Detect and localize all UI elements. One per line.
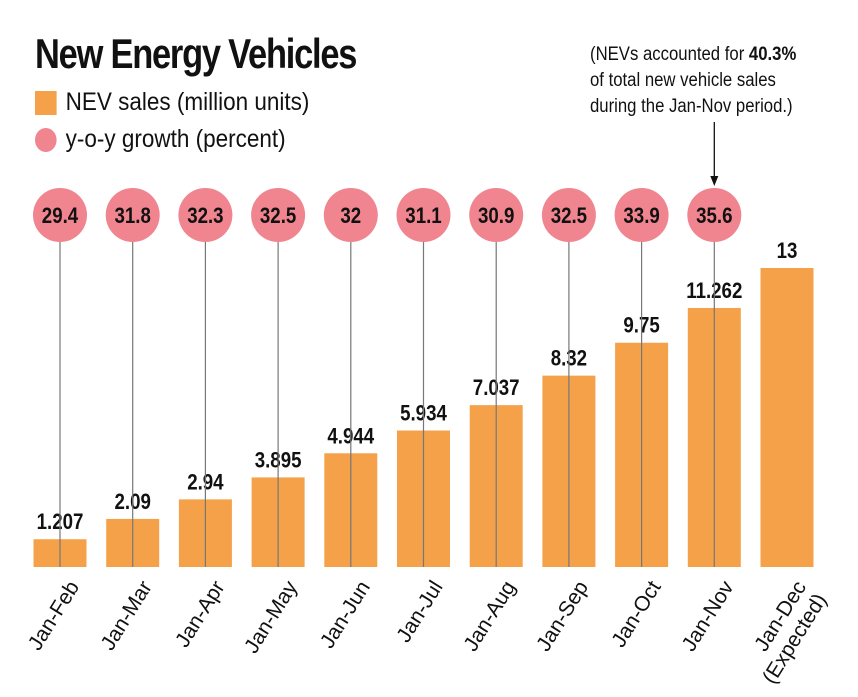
growth-value-label: 32.5 xyxy=(260,205,296,229)
growth-value-label: 30.9 xyxy=(478,205,514,229)
growth-value-label: 29.4 xyxy=(42,205,79,229)
growth-bubble xyxy=(687,188,742,242)
growth-bubble xyxy=(614,188,669,242)
chart-title: New Energy Vehicles xyxy=(35,30,357,77)
x-tick-label: Jan-Mar xyxy=(96,577,156,655)
growth-value-label: 33.9 xyxy=(623,205,659,229)
x-tick-label: Jan-Jul xyxy=(392,577,447,647)
bar xyxy=(760,268,814,567)
legend-swatch-square xyxy=(35,90,57,115)
annotation-arrowhead xyxy=(710,176,719,186)
x-tick-label: Jan-Jun xyxy=(316,577,375,653)
annotation: (NEVs accounted for 40.3% of total new v… xyxy=(590,44,797,117)
legend-swatch-circle xyxy=(35,127,57,152)
legend-growth: y-o-y growth (percent) xyxy=(35,125,286,154)
x-tick-label: Jan-Oct xyxy=(607,577,666,652)
growth-bubble xyxy=(178,188,233,242)
x-tick-label: Jan-Sep xyxy=(532,577,593,656)
x-tick-label: Jan-May xyxy=(240,576,302,657)
growth-value-label: 32.5 xyxy=(551,205,587,229)
legend-label: NEV sales (million units) xyxy=(65,88,310,116)
legend-label: y-o-y growth (percent) xyxy=(65,125,286,153)
legend-sales: NEV sales (million units) xyxy=(35,88,309,117)
growth-bubble xyxy=(469,188,524,242)
growth-value-label: 32.3 xyxy=(187,205,223,229)
growth-value-label: 31.8 xyxy=(115,205,151,229)
growth-value-label: 32 xyxy=(340,205,361,229)
x-tick-label: Jan-Feb xyxy=(24,577,84,655)
growth-bubble xyxy=(396,188,451,242)
growth-bubble xyxy=(33,188,87,242)
x-tick-label: Jan-Nov xyxy=(677,576,738,655)
growth-value-label: 31.1 xyxy=(405,205,441,229)
growth-bubble xyxy=(105,188,160,242)
growth-bubble xyxy=(541,188,596,242)
growth-bubble xyxy=(323,188,378,242)
x-tick-label: Jan-Dec(Expected) xyxy=(738,577,832,688)
bar-value-label: 13 xyxy=(777,240,798,264)
x-tick-label: Jan-Apr xyxy=(171,577,229,652)
growth-value-label: 35.6 xyxy=(696,205,732,229)
x-tick-label: Jan-Aug xyxy=(459,577,520,656)
growth-bubble xyxy=(251,188,306,242)
